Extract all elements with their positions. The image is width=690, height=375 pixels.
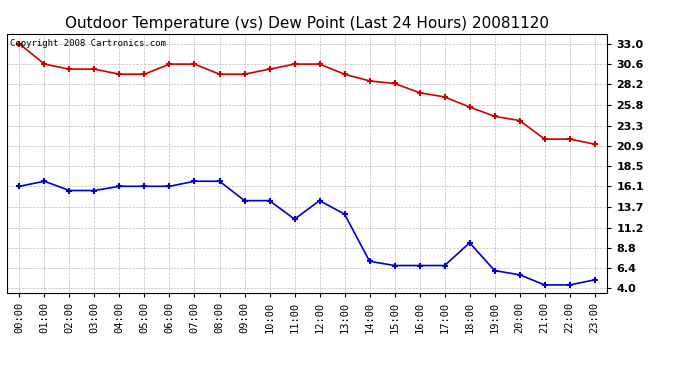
Title: Outdoor Temperature (vs) Dew Point (Last 24 Hours) 20081120: Outdoor Temperature (vs) Dew Point (Last… [65,16,549,31]
Text: Copyright 2008 Cartronics.com: Copyright 2008 Cartronics.com [10,39,166,48]
